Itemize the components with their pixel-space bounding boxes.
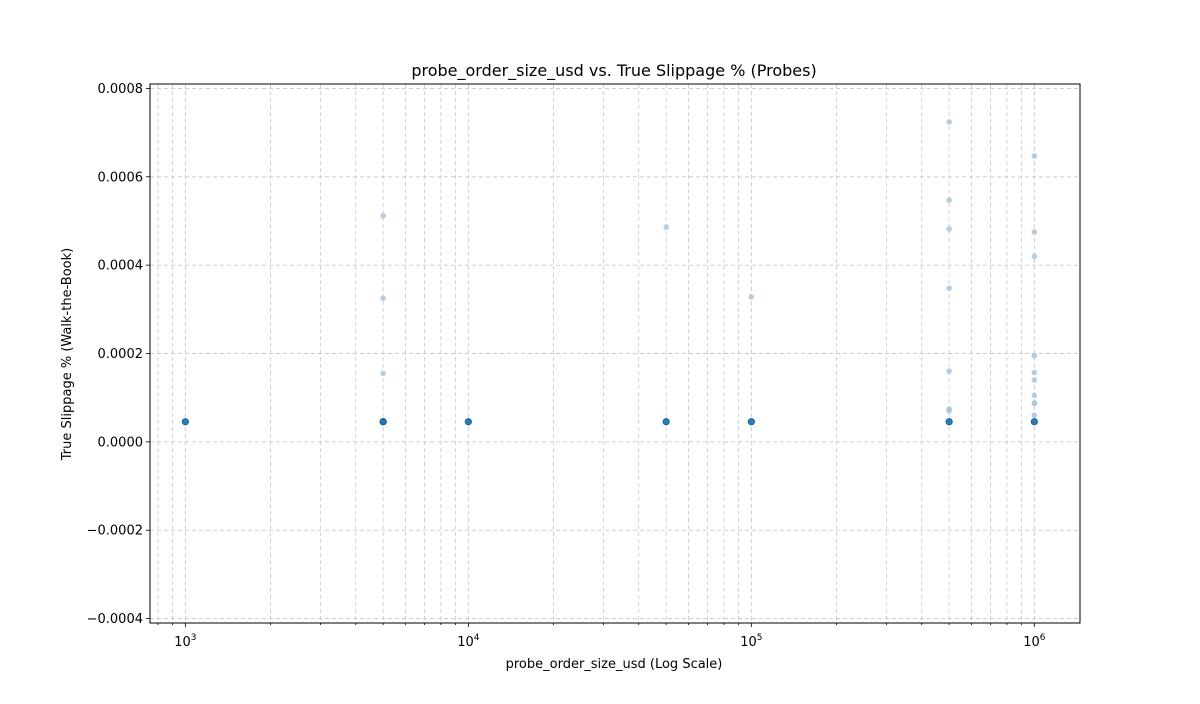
scatter-point (380, 212, 386, 219)
chart-title: probe_order_size_usd vs. True Slippage %… (411, 61, 816, 81)
scatter-point (946, 285, 952, 291)
scatter-point (1031, 229, 1038, 235)
y-tick-label: 0.0002 (98, 347, 144, 362)
scatter-point (747, 418, 755, 426)
y-tick-label: −0.0002 (87, 524, 143, 539)
y-tick-label: 0.0006 (98, 170, 144, 185)
scatter-point (663, 224, 669, 230)
y-tick-label: 0.0004 (98, 259, 144, 274)
x-axis-label: probe_order_size_usd (Log Scale) (506, 657, 723, 672)
x-tick-label: 104 (457, 633, 480, 650)
scatter-point (379, 418, 387, 426)
scatter-point (946, 368, 952, 374)
scatter-point (1030, 418, 1038, 426)
scatter-point (1031, 369, 1038, 376)
y-tick-label: 0.0000 (98, 435, 144, 450)
scatter-point (380, 295, 386, 302)
x-tick-label: 105 (740, 633, 762, 650)
x-axis-ticks: 103 104 105 106 (157, 623, 1046, 650)
scatter-point (662, 418, 670, 426)
scatter-point (945, 418, 953, 426)
scatter-point (748, 294, 755, 300)
scatter-point (946, 197, 952, 203)
scatter-point (1031, 377, 1038, 383)
scatter-point (181, 418, 189, 426)
scatter-point (1031, 392, 1038, 399)
data-points (181, 119, 1038, 426)
y-axis-ticks: −0.0004 −0.0002 0.0000 0.0002 0.0004 0.0006 0.… (87, 82, 150, 627)
scatter-point (1031, 253, 1038, 260)
y-axis-label: True Slippage % (Walk-the-Book) (60, 248, 75, 461)
scatter-point (1031, 153, 1038, 159)
y-tick-label: −0.0004 (87, 612, 143, 627)
scatter-point (1031, 412, 1038, 419)
scatter-point (1031, 400, 1038, 406)
y-tick-label: 0.0008 (98, 82, 144, 97)
scatter-point (946, 226, 952, 232)
scatter-point (946, 406, 952, 412)
grid-lines (150, 84, 1080, 623)
x-tick-label: 103 (174, 633, 196, 650)
scatter-point (464, 418, 472, 426)
scatter-point (946, 119, 952, 125)
scatter-point (380, 370, 386, 377)
scatter-point (1031, 352, 1038, 359)
x-tick-label: 106 (1023, 633, 1046, 650)
